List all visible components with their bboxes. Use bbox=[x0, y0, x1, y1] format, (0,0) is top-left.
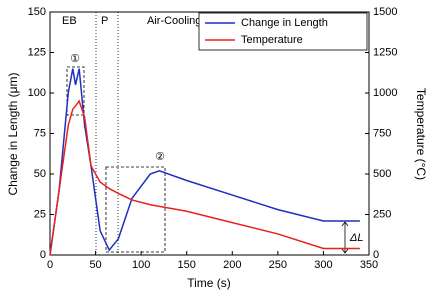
data-line bbox=[49, 99, 360, 256]
data-line bbox=[49, 68, 360, 256]
annotation: Air-Cooling bbox=[147, 15, 201, 27]
y-tick-label: 100 bbox=[28, 87, 46, 99]
x-tick-label: 0 bbox=[47, 259, 53, 271]
x-tick-label: 300 bbox=[314, 259, 332, 271]
annotation: EB bbox=[62, 15, 77, 27]
x-tick-label: 50 bbox=[89, 259, 101, 271]
y2-tick-label: 500 bbox=[373, 168, 391, 180]
legend-label: Temperature bbox=[241, 34, 303, 46]
x-tick-label: 200 bbox=[223, 259, 241, 271]
annotation: ② bbox=[155, 151, 165, 163]
y-tick-label: 150 bbox=[28, 6, 46, 18]
y-tick-label: 0 bbox=[40, 249, 46, 261]
highlight-box bbox=[105, 166, 166, 253]
annotation: P bbox=[101, 15, 108, 27]
y-tick-label: 50 bbox=[34, 168, 46, 180]
y-tick-label: 75 bbox=[34, 127, 46, 139]
y2-tick-label: 750 bbox=[373, 127, 391, 139]
y-axis-title: Change in Length (μm) bbox=[6, 73, 20, 196]
x-tick-label: 150 bbox=[178, 259, 196, 271]
y-tick-label: 25 bbox=[34, 208, 46, 220]
y2-axis-title: Temperature (°C) bbox=[414, 88, 428, 180]
x-tick-label: 100 bbox=[132, 259, 150, 271]
y2-tick-label: 1500 bbox=[373, 6, 397, 18]
y2-tick-label: 250 bbox=[373, 208, 391, 220]
x-tick-label: 350 bbox=[360, 259, 378, 271]
arrow-head bbox=[341, 221, 349, 227]
highlight-box bbox=[66, 66, 85, 116]
legend-box bbox=[198, 12, 368, 51]
annotation: ΔL bbox=[349, 232, 364, 244]
y2-tick-label: 1250 bbox=[373, 46, 397, 58]
annotation: ① bbox=[70, 53, 80, 65]
y2-tick-label: 0 bbox=[373, 249, 379, 261]
y2-tick-label: 1000 bbox=[373, 87, 397, 99]
arrow-head bbox=[341, 248, 349, 254]
legend-label: Change in Length bbox=[241, 17, 328, 29]
y-tick-label: 125 bbox=[28, 46, 46, 58]
x-tick-label: 250 bbox=[269, 259, 287, 271]
x-axis-title: Time (s) bbox=[187, 276, 231, 290]
